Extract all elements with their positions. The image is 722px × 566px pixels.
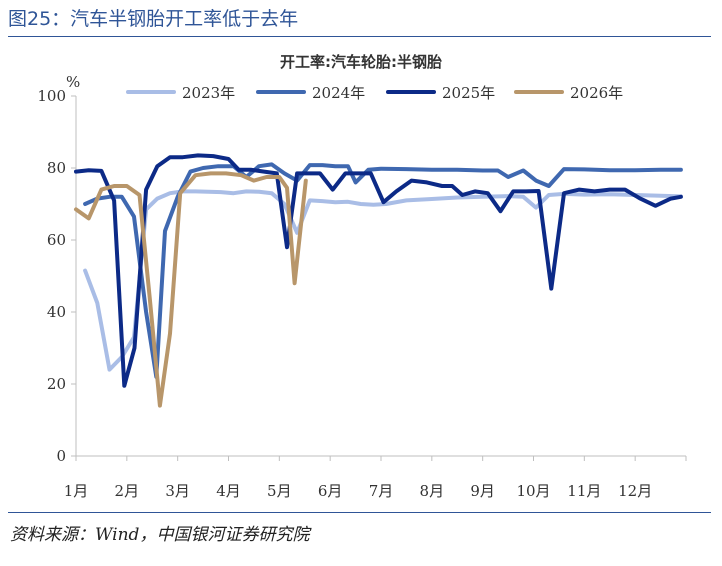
series-line-2026年 bbox=[74, 171, 308, 408]
legend-label: 2023年 bbox=[182, 84, 235, 102]
legend-label: 2025年 bbox=[442, 84, 495, 102]
x-tick-label: 2月 bbox=[115, 482, 140, 500]
x-tick-label: 5月 bbox=[267, 482, 292, 500]
y-tick-label: 0 bbox=[56, 447, 66, 465]
y-tick-label: 20 bbox=[47, 375, 66, 393]
y-tick-label: 40 bbox=[47, 303, 66, 321]
series-line-2025年 bbox=[74, 153, 683, 388]
x-tick-label: 4月 bbox=[216, 482, 241, 500]
chart-legend: 2023年 2024年 2025年 2026年 bbox=[126, 84, 623, 102]
series-line-2023年 bbox=[83, 189, 683, 372]
y-axis-unit-label: % bbox=[66, 73, 80, 91]
x-tick-label: 9月 bbox=[470, 482, 495, 500]
legend-label: 2026年 bbox=[570, 84, 623, 102]
legend-label: 2024年 bbox=[312, 84, 365, 102]
title-divider bbox=[8, 36, 711, 37]
plot-lines bbox=[74, 153, 683, 408]
x-tick-label: 3月 bbox=[165, 482, 190, 500]
figure-title: 图25：汽车半钢胎开工率低于去年 bbox=[8, 8, 299, 30]
x-tick-label: 1月 bbox=[64, 482, 89, 500]
source-note: 资料来源：Wind，中国银河证券研究院 bbox=[10, 525, 310, 545]
y-axis: 0 20 40 60 80 100 bbox=[37, 87, 77, 465]
x-tick-label: 12月 bbox=[618, 482, 652, 500]
x-tick-label: 6月 bbox=[318, 482, 343, 500]
source-divider bbox=[8, 512, 711, 513]
y-tick-label: 60 bbox=[47, 231, 66, 249]
x-tick-label: 8月 bbox=[420, 482, 445, 500]
y-tick-label: 80 bbox=[47, 159, 66, 177]
x-tick-label: 11月 bbox=[567, 482, 601, 500]
x-axis: 1月 2月 3月 4月 5月 6月 7月 8月 9月 10月 11月 12月 bbox=[64, 455, 687, 500]
line-chart: 开工率:汽车轮胎:半钢胎 2023年 2024年 2025年 2026年 % 0 20 4… bbox=[37, 53, 687, 500]
series-line-2024年 bbox=[83, 162, 683, 379]
chart-title: 开工率:汽车轮胎:半钢胎 bbox=[280, 53, 442, 71]
x-tick-label: 10月 bbox=[516, 482, 550, 500]
y-tick-label: 100 bbox=[37, 87, 66, 105]
x-tick-label: 7月 bbox=[369, 482, 394, 500]
